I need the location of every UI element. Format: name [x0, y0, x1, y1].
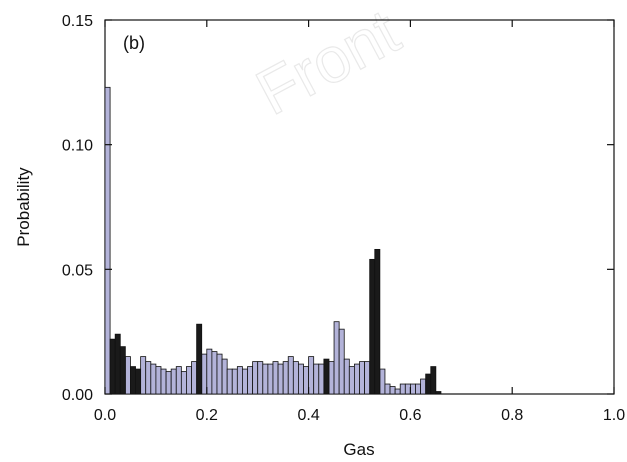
histogram-bar: [252, 361, 259, 395]
histogram-bar: [267, 363, 274, 395]
histogram-bar: [155, 366, 162, 395]
histogram-bar: [425, 373, 432, 395]
histogram-bar: [308, 356, 315, 395]
y-tick-label: 0.05: [62, 262, 93, 279]
histogram-bar: [394, 388, 401, 395]
histogram-bar: [359, 361, 365, 395]
histogram-bar: [206, 348, 213, 395]
histogram-bar: [298, 363, 304, 395]
histogram-bar: [369, 258, 376, 395]
histogram-bar: [109, 338, 116, 395]
x-tick-label: 0.0: [94, 407, 116, 424]
histogram-bar: [328, 361, 335, 395]
histogram-bar: [404, 383, 411, 395]
histogram-bar: [374, 248, 381, 395]
histogram-bar: [247, 366, 254, 395]
histogram-bar: [186, 366, 192, 395]
x-tick-label: 1.0: [603, 407, 625, 424]
y-axis-title: Probability: [14, 167, 33, 247]
histogram-bar: [343, 358, 350, 395]
histogram-bar: [165, 371, 172, 395]
histogram-bar: [333, 321, 340, 395]
histogram-bar: [150, 363, 157, 395]
histogram-bar: [389, 386, 396, 395]
histogram-bar: [292, 361, 299, 395]
histogram-bar: [262, 363, 269, 395]
histogram-bar: [201, 353, 208, 395]
histogram-bar: [318, 363, 325, 395]
histogram-bar: [409, 383, 416, 395]
histogram-bar: [221, 358, 228, 395]
histogram-bar: [435, 391, 442, 395]
watermark-text: Front: [245, 0, 411, 129]
histogram-bar: [211, 351, 218, 395]
histogram-bar: [226, 368, 233, 395]
histogram-bar: [242, 368, 248, 395]
histogram-bar: [180, 371, 187, 395]
x-tick-label: 0.8: [501, 407, 523, 424]
histogram-bar: [231, 368, 238, 395]
y-tick-label: 0.00: [62, 387, 93, 404]
histogram-bar: [420, 378, 427, 395]
x-axis-title: Gas: [343, 440, 374, 459]
histogram-bar: [338, 328, 345, 395]
histogram-bar: [348, 366, 355, 395]
histogram-bar: [135, 368, 142, 395]
histogram-bar: [170, 368, 177, 395]
histogram-bar: [379, 368, 386, 395]
histogram-bar: [287, 356, 294, 395]
histogram-bar: [124, 356, 131, 395]
y-axis-ticks: 0.00 0.05 0.10 0.15: [62, 13, 614, 404]
histogram-bars: [104, 86, 442, 395]
histogram-bar: [257, 361, 264, 395]
histogram-bar: [119, 346, 126, 395]
histogram-bar: [160, 368, 167, 395]
histogram-bar: [364, 361, 371, 395]
x-axis-ticks: 0.0 0.2 0.4 0.6 0.8 1.0: [94, 20, 625, 424]
histogram-bar: [216, 353, 223, 395]
histogram-bar: [303, 366, 310, 395]
histogram-bar: [130, 366, 136, 395]
histogram-bar: [272, 361, 279, 395]
y-tick-label: 0.15: [62, 13, 93, 30]
histogram-bar: [354, 363, 360, 395]
x-tick-label: 0.2: [196, 407, 218, 424]
histogram-bar: [114, 333, 121, 395]
panel-label: (b): [123, 33, 145, 53]
histogram-bar: [191, 361, 198, 395]
histogram-bar: [323, 358, 330, 395]
histogram-bar: [384, 383, 391, 395]
histogram-bar: [145, 361, 152, 395]
histogram-bar: [196, 323, 203, 395]
histogram-bar: [140, 356, 147, 395]
histogram-bar: [313, 363, 320, 395]
y-tick-label: 0.10: [62, 138, 93, 155]
histogram-bar: [282, 361, 289, 395]
histogram-bar: [430, 366, 437, 395]
histogram-bar: [277, 363, 284, 395]
histogram-bar: [415, 383, 421, 395]
histogram-bar: [104, 86, 111, 395]
x-tick-label: 0.4: [297, 407, 319, 424]
histogram-bar: [175, 366, 182, 395]
histogram-bar: [399, 383, 406, 395]
histogram-bar: [236, 366, 243, 395]
x-tick-label: 0.6: [399, 407, 421, 424]
